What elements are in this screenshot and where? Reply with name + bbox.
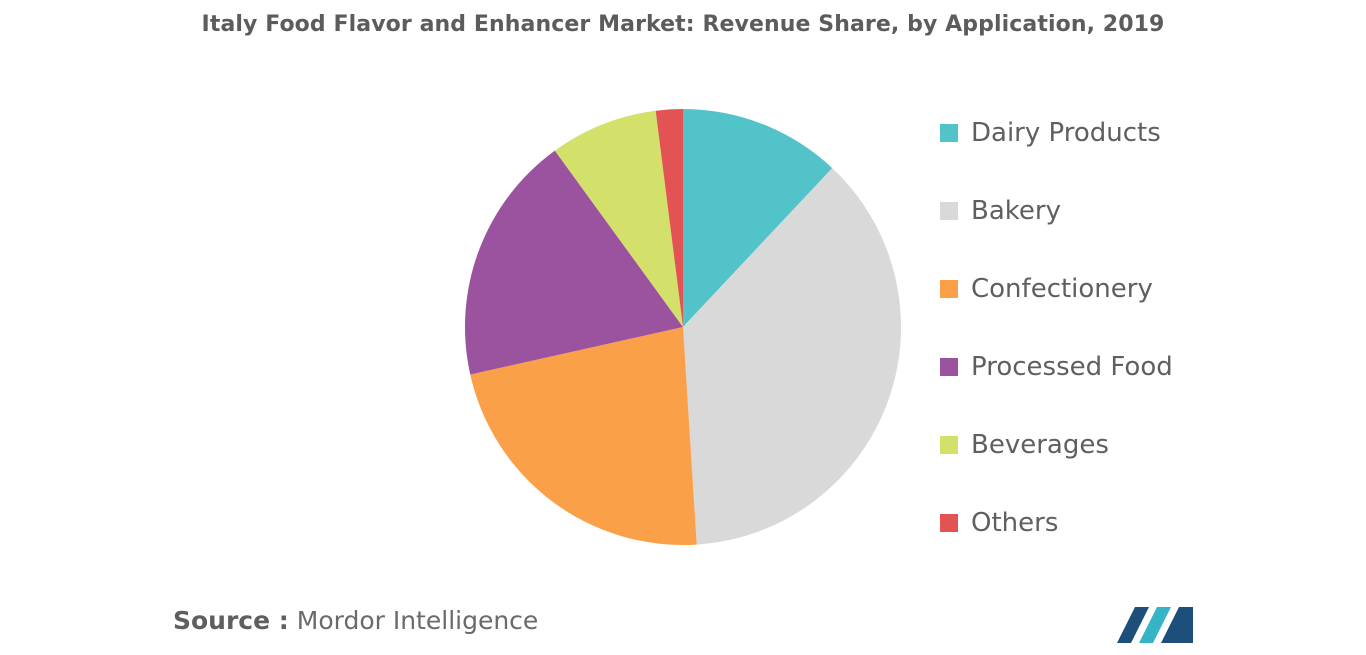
legend-label: Processed Food — [971, 352, 1173, 382]
legend-swatch — [940, 124, 958, 142]
legend-item-confectionery: Confectionery — [940, 269, 1153, 309]
mordor-intelligence-logo-icon — [1117, 607, 1193, 643]
logo-middle-shape — [1139, 607, 1171, 643]
legend-label: Beverages — [971, 430, 1109, 460]
legend-item-dairy-products: Dairy Products — [940, 113, 1161, 153]
legend-swatch — [940, 514, 958, 532]
legend-label: Dairy Products — [971, 118, 1161, 148]
legend-item-bakery: Bakery — [940, 191, 1061, 231]
pie-slice-bakery — [683, 168, 902, 545]
pie-slice-beverages — [554, 110, 683, 327]
pie-slice-dairy-products — [683, 109, 833, 327]
logo-left-shape — [1117, 607, 1149, 643]
legend-item-processed-food: Processed Food — [940, 347, 1173, 387]
legend-swatch — [940, 280, 958, 298]
legend-item-others: Others — [940, 503, 1058, 543]
legend-swatch — [940, 358, 958, 376]
pie-slices — [464, 109, 902, 546]
source-prefix: Source : — [173, 606, 289, 635]
chart-title: Italy Food Flavor and Enhancer Market: R… — [201, 12, 1165, 37]
legend-swatch — [940, 436, 958, 454]
logo-right-shape — [1161, 607, 1193, 643]
source-note: Source : Mordor Intelligence — [173, 606, 538, 635]
legend-label: Bakery — [971, 196, 1061, 226]
legend-swatch — [940, 202, 958, 220]
legend-item-beverages: Beverages — [940, 425, 1109, 465]
legend-label: Confectionery — [971, 274, 1153, 304]
pie-slice-processed-food — [464, 150, 683, 375]
pie-slice-confectionery — [470, 327, 697, 546]
pie-slice-others — [655, 109, 683, 327]
source-text: Mordor Intelligence — [296, 606, 539, 635]
legend-label: Others — [971, 508, 1059, 538]
